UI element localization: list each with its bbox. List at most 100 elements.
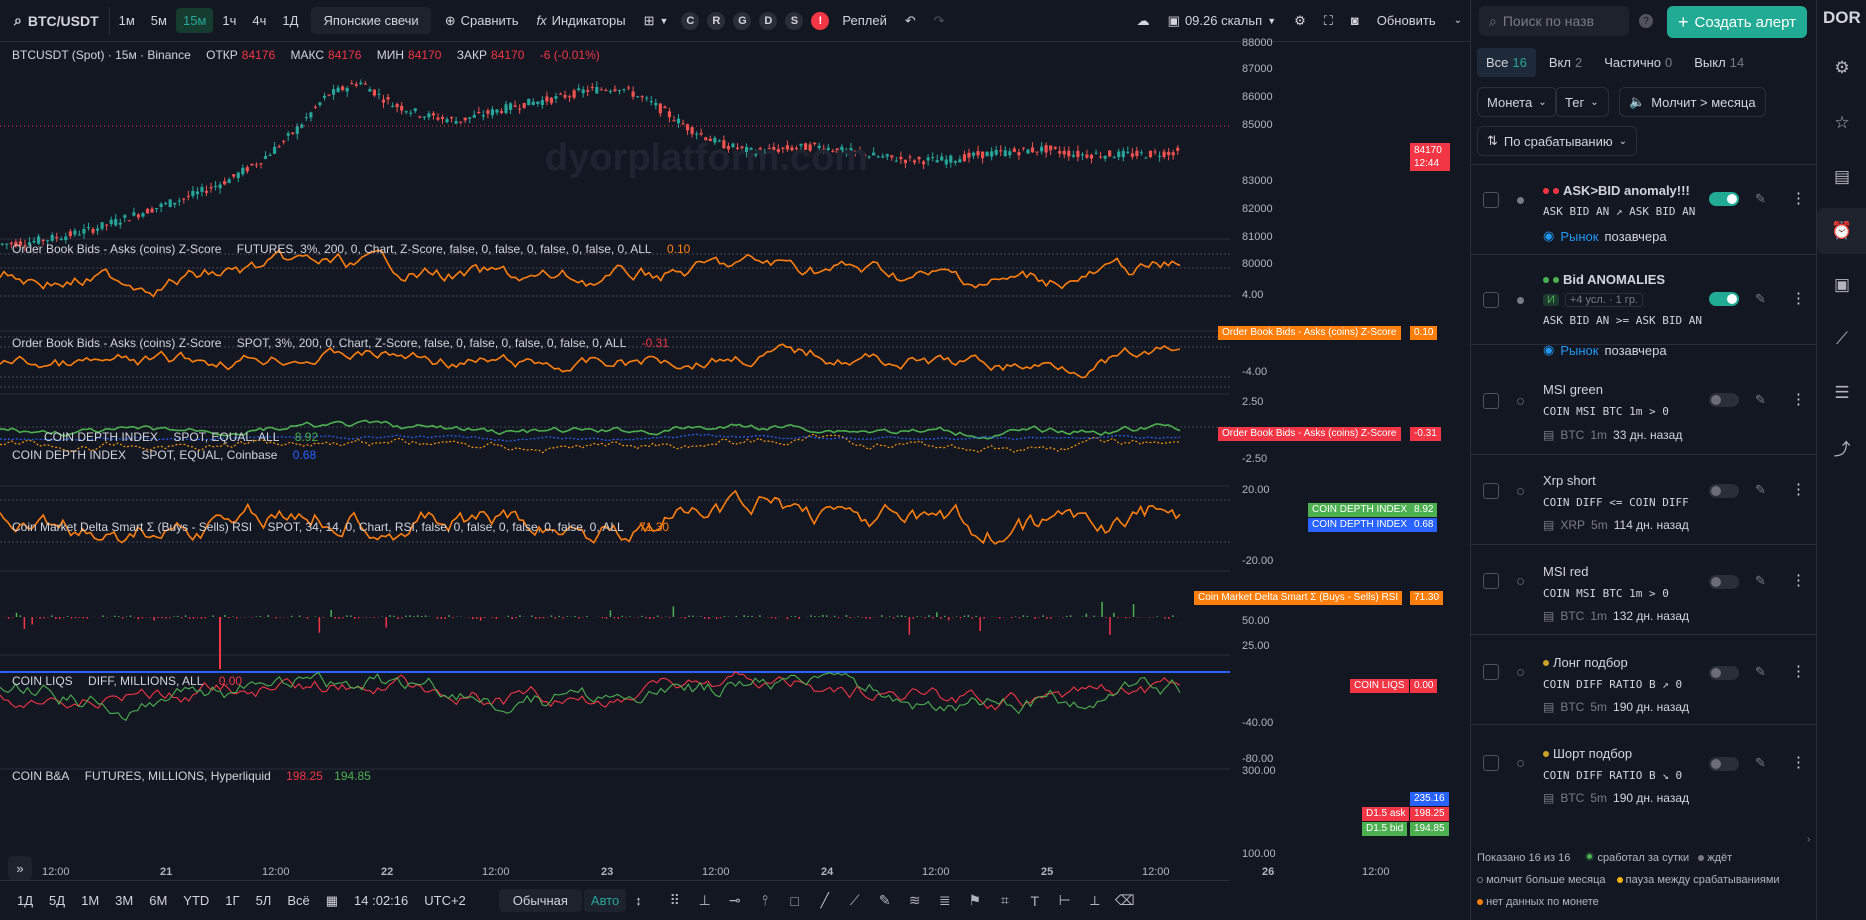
calculator-icon[interactable]: ▣ [1833, 275, 1851, 294]
text-icon[interactable]: T [1030, 892, 1040, 909]
alert-item[interactable]: Bid ANOMALIES И +4 усл. · 1 гр. ASK BID A… [1471, 255, 1817, 345]
star-icon[interactable]: ☆ [1834, 113, 1850, 132]
more-icon[interactable]: ⋮ [1791, 391, 1806, 408]
alert-toggle[interactable] [1709, 575, 1739, 589]
alert-item[interactable]: Xrp short COIN DIFF <= COIN DIFF ▤ XRP 5m 1… [1471, 455, 1817, 545]
chart-area[interactable]: BTCUSDT (Spot) · 15м · Binance ОТКР 84176… [0, 42, 1230, 880]
timeframe-1d[interactable]: 1Д [282, 13, 299, 28]
chart-canvas[interactable] [0, 42, 1230, 880]
camera-icon[interactable]: ◙ [1350, 13, 1359, 28]
edit-icon[interactable]: ✎ [1755, 664, 1766, 679]
undo-icon[interactable]: ↶ [904, 12, 916, 28]
range-1y[interactable]: 1Г [225, 893, 240, 908]
alert-item[interactable]: MSI green COIN MSI BTC 1m > 0 ▤ BTC 1m 33 д… [1471, 365, 1817, 455]
redo-icon[interactable]: ↷ [933, 12, 945, 28]
more-icon[interactable]: ⋮ [1791, 190, 1806, 207]
chart-type-dropdown[interactable]: Японские свечи [311, 7, 431, 34]
range-1m[interactable]: 1М [81, 893, 100, 908]
timeframe-15m[interactable]: 15м [175, 8, 214, 33]
help-icon[interactable]: ? [1639, 14, 1653, 28]
eraser-icon[interactable]: ⌫ [1114, 892, 1135, 908]
indicators-button[interactable]: fx Индикаторы [529, 8, 634, 33]
clock[interactable]: 14 :02:16 [354, 893, 409, 908]
alert-checkbox[interactable] [1483, 573, 1499, 589]
more-icon[interactable]: ⋮ [1791, 572, 1806, 589]
alert-toggle[interactable] [1709, 666, 1739, 680]
rectangle-icon[interactable]: □ [790, 892, 799, 909]
letter-button-c[interactable]: C [681, 11, 700, 30]
path-icon[interactable]: ⟋ [849, 892, 860, 908]
scale-mode-button[interactable]: Обычная [498, 889, 582, 912]
ruler-icon[interactable]: ⟂ [1090, 892, 1100, 908]
alert-toggle[interactable] [1709, 292, 1739, 306]
alert-toggle[interactable] [1709, 393, 1739, 407]
horizontal-line-icon[interactable]: ⊸ [728, 892, 741, 908]
edit-icon[interactable]: ✎ [1755, 482, 1766, 497]
compare-button[interactable]: ⊕ Сравнить [437, 8, 527, 34]
tab-off[interactable]: Выкл 14 [1685, 48, 1753, 77]
range-5d[interactable]: 5Д [49, 893, 66, 908]
tag-filter-dropdown[interactable]: Тег ⌄ [1555, 87, 1609, 117]
alert-toggle[interactable] [1709, 484, 1739, 498]
fullscreen-icon[interactable]: ⛶ [1323, 12, 1333, 28]
letter-button-s[interactable]: S [785, 11, 804, 30]
cloud-icon[interactable]: ☁ [1136, 12, 1150, 28]
layout-dropdown[interactable]: ▣ 09.26 скальп ▼ [1160, 8, 1284, 34]
alarm-clock-icon[interactable]: ⏰ [1831, 221, 1853, 240]
share-icon[interactable]: ⤴ [1833, 439, 1851, 459]
trend-line-icon[interactable]: ╱ [820, 892, 829, 908]
more-icon[interactable]: ⋮ [1791, 754, 1806, 771]
vertical-line-icon[interactable]: ⫯ [761, 892, 768, 908]
timeframe-1h[interactable]: 1ч [222, 13, 237, 28]
grid-dots-icon[interactable]: ⠿ [669, 892, 680, 908]
alert-search-field[interactable]: ⌕ Поиск по назв [1479, 6, 1629, 36]
create-alert-button[interactable]: + Создать алерт [1667, 6, 1807, 38]
letter-button-d[interactable]: D [759, 11, 778, 30]
alert-item[interactable]: MSI red COIN MSI BTC 1m > 0 ▤ BTC 1m 132 дн… [1471, 545, 1817, 635]
timeframe-4h[interactable]: 4ч [252, 13, 267, 28]
calendar-icon[interactable]: ▦ [325, 892, 339, 908]
letter-button-r[interactable]: R [707, 11, 726, 30]
tab-on[interactable]: Вкл 2 [1540, 48, 1591, 77]
letter-button-g[interactable]: G [733, 11, 752, 30]
range-ytd[interactable]: YTD [183, 893, 210, 908]
brush-icon[interactable]: ✎ [878, 892, 891, 908]
fib-icon[interactable]: ≣ [938, 892, 951, 908]
sort-dropdown[interactable]: ⇅ По срабатыванию ⌄ [1477, 126, 1638, 156]
alert-item[interactable]: ASK>BID anomaly!!! ASK BID AN ↗ ASK BID … [1471, 165, 1817, 255]
alerts-rail-active[interactable] [1817, 208, 1866, 254]
alert-toggle[interactable] [1709, 192, 1739, 206]
alert-checkbox[interactable] [1483, 292, 1499, 308]
flag-icon[interactable]: ⚑ [968, 892, 982, 908]
alert-item[interactable]: Лонг подбор COIN DIFF RATIO B ↗ 0 ▤ BTC 5m… [1471, 635, 1817, 725]
more-icon[interactable]: ⋮ [1791, 481, 1806, 498]
settings-icon[interactable]: ⚙ [1834, 58, 1850, 77]
alert-checkbox[interactable] [1483, 755, 1499, 771]
alert-checkbox[interactable] [1483, 192, 1499, 208]
symbol-search[interactable]: ⌕ BTC/USDT [8, 6, 110, 35]
alert-checkbox[interactable] [1483, 664, 1499, 680]
alert-toggle[interactable] [1709, 757, 1739, 771]
range-1d[interactable]: 1Д [17, 893, 34, 908]
frame-icon[interactable]: ⌗ [1000, 892, 1009, 908]
alert-exclamation-button[interactable]: ! [811, 11, 830, 30]
edit-icon[interactable]: ✎ [1755, 191, 1766, 206]
measure-icon[interactable]: ⊢ [1058, 892, 1071, 908]
auto-scale-button[interactable]: Авто [583, 889, 627, 912]
tab-partial[interactable]: Частично 0 [1595, 48, 1681, 77]
chart-line-icon[interactable]: ⟋ [1836, 329, 1848, 348]
channel-icon[interactable]: ≋ [908, 892, 921, 908]
timeframe-5m[interactable]: 5м [150, 13, 167, 28]
list-settings-icon[interactable]: ☰ [1834, 383, 1850, 402]
edit-icon[interactable]: ✎ [1755, 755, 1766, 770]
more-icon[interactable]: ⋮ [1791, 663, 1806, 680]
gear-icon[interactable]: ⚙ [1294, 12, 1306, 28]
document-icon[interactable]: ▤ [1833, 167, 1851, 186]
chevron-collapse-icon[interactable]: ⌄ [1453, 15, 1462, 26]
scroll-to-realtime-icon[interactable]: » [8, 856, 32, 880]
timeframe-1m[interactable]: 1м [118, 13, 135, 28]
range-6m[interactable]: 6М [149, 893, 168, 908]
range-3m[interactable]: 3М [115, 893, 134, 908]
replay-button[interactable]: Реплей [842, 13, 887, 28]
expand-panel-icon[interactable]: › [1807, 834, 1811, 845]
